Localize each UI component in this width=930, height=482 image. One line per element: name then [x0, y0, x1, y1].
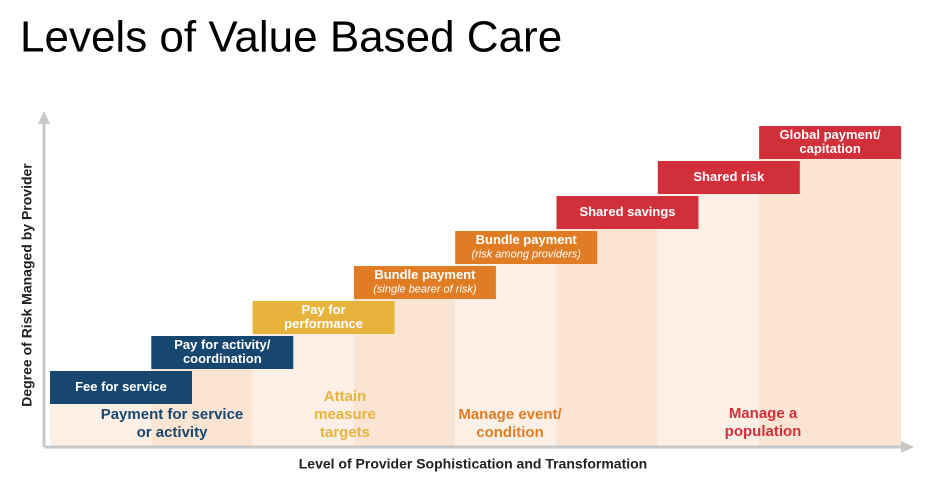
group-label: Manage event/ [458, 406, 562, 423]
step-box [657, 161, 800, 194]
group-label: Manage a [729, 405, 798, 422]
step-box [353, 266, 496, 299]
step-label: Shared risk [693, 169, 765, 184]
step-column [657, 194, 760, 446]
group-label: or activity [137, 424, 209, 441]
step-label: Shared savings [579, 204, 675, 219]
group-label: population [725, 423, 802, 440]
y-axis-label: Degree of Risk Managed by Provider [19, 163, 35, 407]
step-column [556, 229, 658, 446]
x-axis-arrow [901, 441, 914, 453]
step-box [759, 126, 902, 159]
y-axis-arrow [38, 111, 50, 124]
step-label: Fee for service [75, 379, 167, 394]
step-label: Bundle payment [374, 267, 476, 282]
group-label: measure [314, 406, 376, 423]
step-box [455, 231, 598, 264]
step-box [50, 371, 192, 404]
step-label: Bundle payment [476, 232, 578, 247]
group-label: Payment for service [101, 406, 244, 423]
step-column [50, 404, 152, 446]
group-label: targets [320, 424, 370, 441]
step-label: performance [284, 316, 363, 331]
title: Levels of Value Based Care [20, 13, 562, 62]
group-label: Attain [324, 388, 367, 405]
step-label: Global payment/ [780, 127, 882, 142]
step-sublabel: (single bearer of risk) [373, 283, 477, 295]
step-column [759, 159, 902, 446]
step-sublabel: (risk among providers) [471, 248, 581, 260]
step-label: coordination [183, 351, 262, 366]
step-label: capitation [799, 141, 860, 156]
step-label: Pay for activity/ [174, 337, 270, 352]
x-axis-label: Level of Provider Sophistication and Tra… [299, 456, 648, 472]
background-columns [50, 159, 902, 446]
step-box [556, 196, 699, 229]
step-label: Pay for [302, 302, 346, 317]
step-box [252, 301, 395, 334]
step-box [151, 336, 294, 369]
group-label: condition [476, 424, 544, 441]
